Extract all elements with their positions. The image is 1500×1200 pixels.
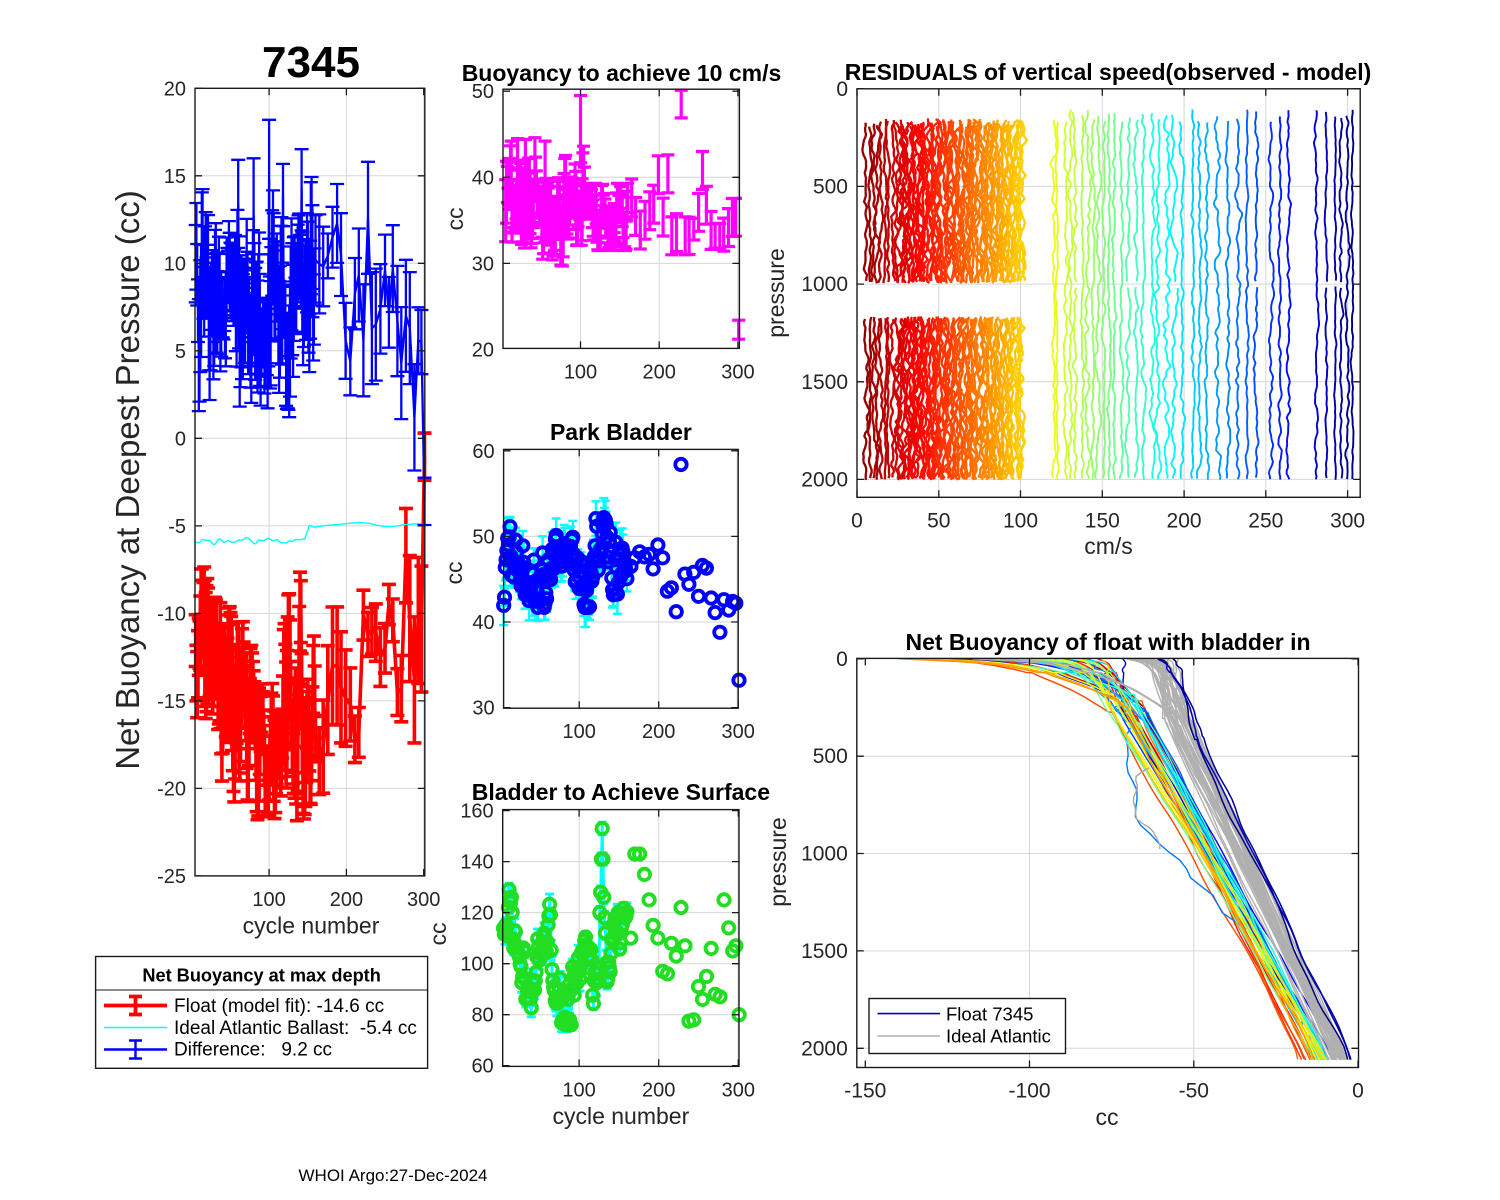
svg-text:20: 20 [164, 78, 186, 100]
svg-text:150: 150 [1085, 510, 1120, 533]
svg-text:300: 300 [722, 1080, 755, 1102]
svg-text:200: 200 [1167, 510, 1202, 533]
svg-text:1000: 1000 [801, 843, 848, 866]
svg-text:30: 30 [472, 698, 494, 720]
svg-text:-10: -10 [157, 603, 186, 625]
svg-text:140: 140 [460, 852, 493, 874]
svg-text:cc: cc [425, 923, 451, 946]
svg-text:100: 100 [564, 362, 597, 384]
svg-text:0: 0 [175, 428, 186, 450]
svg-text:160: 160 [460, 801, 493, 823]
svg-text:-50: -50 [1179, 1080, 1209, 1103]
svg-text:0: 0 [1352, 1080, 1364, 1103]
svg-text:200: 200 [642, 1080, 675, 1102]
svg-text:30: 30 [472, 253, 494, 275]
svg-text:-100: -100 [1009, 1080, 1051, 1103]
svg-text:-15: -15 [157, 691, 186, 713]
svg-text:100: 100 [1003, 510, 1038, 533]
svg-text:Difference: 9.2 cc: Difference: 9.2 cc [174, 1040, 332, 1061]
svg-text:7345: 7345 [262, 38, 360, 87]
svg-text:WHOI Argo:27-Dec-2024: WHOI Argo:27-Dec-2024 [299, 1166, 488, 1185]
svg-text:-150: -150 [844, 1080, 886, 1103]
svg-text:cycle number: cycle number [243, 913, 380, 939]
svg-text:cycle number: cycle number [552, 1103, 689, 1129]
svg-text:500: 500 [813, 175, 848, 198]
svg-text:100: 100 [562, 1080, 595, 1102]
svg-text:60: 60 [471, 1056, 493, 1078]
svg-text:60: 60 [472, 441, 494, 463]
svg-text:pressure: pressure [765, 817, 791, 906]
svg-text:pressure: pressure [763, 248, 789, 337]
svg-text:Net Buoyancy at max depth: Net Buoyancy at max depth [142, 966, 381, 986]
svg-text:20: 20 [472, 340, 494, 362]
svg-text:cc: cc [442, 208, 468, 231]
svg-text:0: 0 [836, 78, 848, 101]
svg-text:120: 120 [460, 903, 493, 925]
svg-text:40: 40 [472, 167, 494, 189]
svg-text:40: 40 [472, 612, 494, 634]
svg-text:200: 200 [642, 721, 675, 743]
svg-text:cc: cc [441, 562, 467, 585]
svg-text:-25: -25 [157, 866, 186, 888]
svg-text:Net Buoyancy at Deepest Pressu: Net Buoyancy at Deepest Pressure (cc) [109, 190, 146, 770]
svg-text:Float 7345: Float 7345 [946, 1003, 1033, 1024]
svg-text:0: 0 [836, 648, 848, 671]
svg-text:1500: 1500 [801, 940, 848, 963]
svg-text:100: 100 [460, 954, 493, 976]
svg-text:15: 15 [164, 166, 186, 188]
svg-text:500: 500 [813, 745, 848, 768]
svg-text:50: 50 [472, 526, 494, 548]
svg-text:Park Bladder: Park Bladder [550, 419, 692, 445]
svg-text:10: 10 [164, 253, 186, 275]
svg-text:RESIDUALS of vertical speed(ob: RESIDUALS of vertical speed(observed - m… [845, 59, 1372, 85]
svg-text:Ideal Atlantic Ballast: -5.4: Ideal Atlantic Ballast: -5.4 cc [174, 1018, 417, 1039]
svg-text:300: 300 [407, 889, 440, 911]
svg-text:cm/s: cm/s [1084, 533, 1133, 559]
svg-text:200: 200 [330, 889, 363, 911]
svg-text:Float (model fit): -14.6 cc: Float (model fit): -14.6 cc [174, 996, 384, 1017]
svg-text:0: 0 [851, 510, 863, 533]
svg-text:200: 200 [643, 362, 676, 384]
svg-text:1000: 1000 [801, 273, 848, 296]
svg-text:250: 250 [1248, 510, 1283, 533]
svg-text:Buoyancy to achieve 10 cm/s: Buoyancy to achieve 10 cm/s [462, 60, 782, 86]
svg-text:2000: 2000 [801, 468, 848, 491]
svg-text:cc: cc [1096, 1104, 1119, 1130]
svg-text:80: 80 [471, 1005, 493, 1027]
svg-text:300: 300 [721, 362, 754, 384]
svg-text:-5: -5 [168, 516, 186, 538]
svg-text:Bladder to Achieve Surface: Bladder to Achieve Surface [472, 779, 770, 805]
svg-text:300: 300 [722, 721, 755, 743]
svg-text:1500: 1500 [801, 371, 848, 394]
svg-text:50: 50 [472, 81, 494, 103]
svg-text:5: 5 [175, 341, 186, 363]
svg-text:Ideal Atlantic: Ideal Atlantic [946, 1026, 1051, 1047]
svg-text:100: 100 [563, 721, 596, 743]
svg-text:100: 100 [252, 889, 285, 911]
svg-text:-20: -20 [157, 778, 186, 800]
svg-text:Net Buoyancy of float with bla: Net Buoyancy of float with bladder in [905, 629, 1310, 655]
svg-text:2000: 2000 [801, 1037, 848, 1060]
svg-text:50: 50 [927, 510, 950, 533]
svg-text:300: 300 [1330, 510, 1365, 533]
